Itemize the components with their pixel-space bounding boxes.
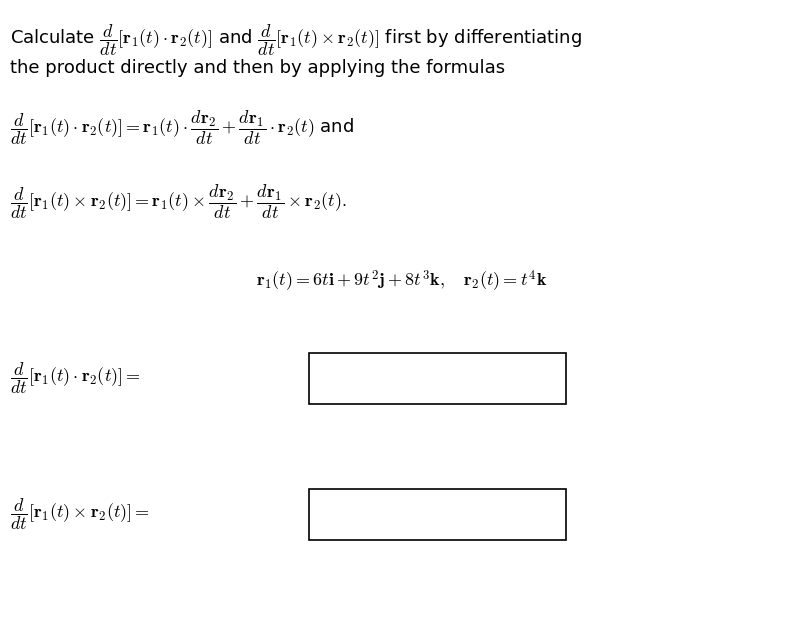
FancyBboxPatch shape xyxy=(309,489,565,540)
Text: $\dfrac{d}{dt}[\mathbf{r}_1(t) \cdot \mathbf{r}_2(t)] = \mathbf{r}_1(t) \cdot \d: $\dfrac{d}{dt}[\mathbf{r}_1(t) \cdot \ma… xyxy=(10,109,354,148)
Text: Calculate $\dfrac{d}{dt}[\mathbf{r}_1(t) \cdot \mathbf{r}_2(t)]$ and $\dfrac{d}{: Calculate $\dfrac{d}{dt}[\mathbf{r}_1(t)… xyxy=(10,22,581,58)
Text: $\mathbf{r}_1(t) = 6t\mathbf{i} + 9t^2\mathbf{j} + 8t^3\mathbf{k}, \quad \mathbf: $\mathbf{r}_1(t) = 6t\mathbf{i} + 9t^2\m… xyxy=(256,268,546,293)
Text: $\dfrac{d}{dt}[\mathbf{r}_1(t) \cdot \mathbf{r}_2(t)] = $: $\dfrac{d}{dt}[\mathbf{r}_1(t) \cdot \ma… xyxy=(10,360,141,396)
Text: the product directly and then by applying the formulas: the product directly and then by applyin… xyxy=(10,59,505,77)
Text: $\dfrac{d}{dt}[\mathbf{r}_1(t) \times \mathbf{r}_2(t)] = $: $\dfrac{d}{dt}[\mathbf{r}_1(t) \times \m… xyxy=(10,497,150,532)
FancyBboxPatch shape xyxy=(309,353,565,404)
Text: $\dfrac{d}{dt}[\mathbf{r}_1(t) \times \mathbf{r}_2(t)] = \mathbf{r}_1(t) \times : $\dfrac{d}{dt}[\mathbf{r}_1(t) \times \m… xyxy=(10,182,346,221)
